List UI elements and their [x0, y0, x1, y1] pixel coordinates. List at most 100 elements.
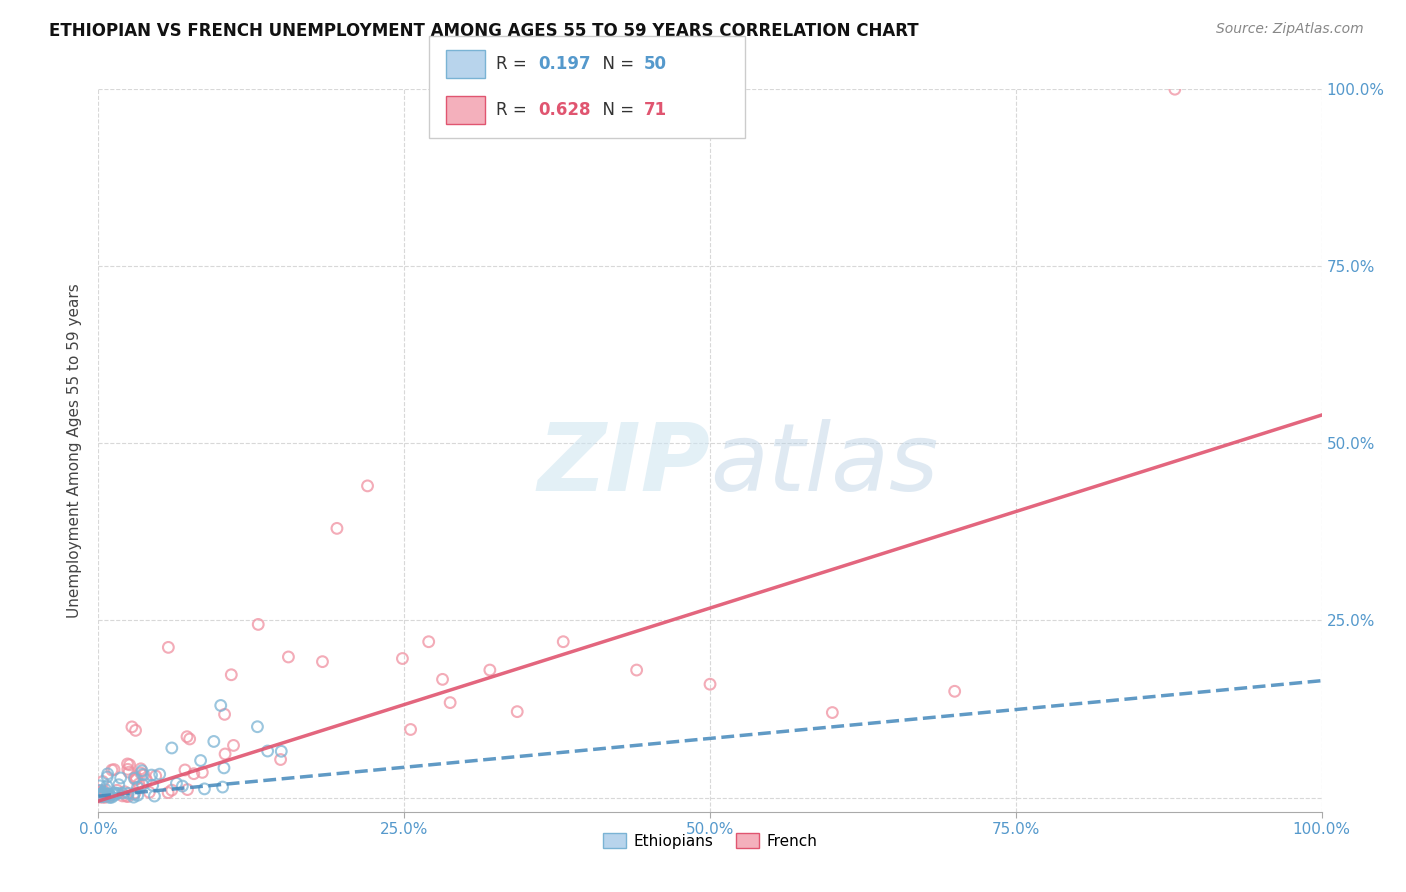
- Point: [478, 663, 501, 677]
- Point: [202, 734, 225, 748]
- Point: [125, 770, 148, 784]
- Point: [326, 521, 349, 535]
- Point: [117, 762, 139, 776]
- Point: [553, 634, 575, 648]
- Point: [157, 640, 180, 655]
- Point: [89, 783, 111, 797]
- Point: [222, 739, 245, 753]
- Point: [160, 783, 183, 797]
- Point: [356, 479, 378, 493]
- Point: [418, 634, 440, 648]
- Point: [127, 780, 149, 795]
- Point: [87, 789, 110, 804]
- Point: [626, 663, 648, 677]
- Point: [391, 651, 413, 665]
- Text: Source: ZipAtlas.com: Source: ZipAtlas.com: [1216, 22, 1364, 37]
- Point: [89, 788, 111, 802]
- Point: [89, 790, 111, 805]
- Point: [90, 787, 112, 801]
- Point: [121, 720, 143, 734]
- Point: [87, 787, 110, 801]
- Point: [432, 673, 454, 687]
- Point: [103, 763, 125, 777]
- Point: [821, 706, 844, 720]
- Point: [91, 774, 114, 789]
- Point: [94, 790, 117, 805]
- Point: [166, 776, 188, 790]
- Point: [93, 785, 115, 799]
- Point: [90, 786, 112, 800]
- Point: [160, 741, 183, 756]
- Point: [193, 781, 215, 796]
- Point: [214, 747, 236, 761]
- Point: [111, 789, 134, 803]
- Point: [131, 767, 153, 781]
- Text: 50: 50: [644, 55, 666, 73]
- Point: [124, 786, 146, 800]
- Point: [124, 771, 146, 785]
- Point: [98, 789, 121, 803]
- Point: [270, 752, 292, 766]
- Point: [91, 788, 114, 802]
- Point: [211, 780, 233, 794]
- Point: [506, 705, 529, 719]
- Point: [93, 784, 115, 798]
- Point: [115, 789, 138, 804]
- Point: [439, 696, 461, 710]
- Point: [101, 763, 124, 777]
- Point: [101, 790, 124, 805]
- Point: [143, 789, 166, 803]
- Point: [174, 763, 197, 777]
- Point: [179, 731, 201, 746]
- Point: [176, 782, 198, 797]
- Point: [107, 778, 129, 792]
- Point: [128, 777, 150, 791]
- Text: ETHIOPIAN VS FRENCH UNEMPLOYMENT AMONG AGES 55 TO 59 YEARS CORRELATION CHART: ETHIOPIAN VS FRENCH UNEMPLOYMENT AMONG A…: [49, 22, 920, 40]
- Text: 0.628: 0.628: [538, 101, 591, 119]
- Point: [90, 789, 112, 803]
- Point: [1164, 82, 1187, 96]
- Point: [104, 786, 127, 800]
- Point: [118, 757, 141, 772]
- Point: [117, 786, 139, 800]
- Point: [131, 778, 153, 792]
- Point: [131, 764, 153, 778]
- Point: [91, 790, 114, 805]
- Point: [191, 765, 214, 780]
- Point: [117, 756, 139, 771]
- Point: [93, 789, 115, 804]
- Point: [699, 677, 721, 691]
- Point: [98, 788, 121, 802]
- Point: [256, 744, 278, 758]
- Text: N =: N =: [592, 55, 640, 73]
- Point: [209, 698, 232, 713]
- Point: [127, 789, 149, 803]
- Point: [190, 754, 212, 768]
- Point: [221, 667, 243, 681]
- Point: [270, 744, 292, 758]
- Point: [96, 779, 118, 793]
- Point: [399, 723, 422, 737]
- Point: [89, 786, 111, 800]
- Text: R =: R =: [496, 55, 533, 73]
- Point: [97, 787, 120, 801]
- Text: N =: N =: [592, 101, 640, 119]
- Legend: Ethiopians, French: Ethiopians, French: [596, 827, 824, 855]
- Point: [117, 789, 139, 804]
- Point: [149, 767, 172, 781]
- Point: [96, 770, 118, 784]
- Point: [176, 730, 198, 744]
- Point: [94, 782, 117, 797]
- Point: [943, 684, 966, 698]
- Point: [214, 707, 236, 722]
- Point: [311, 655, 333, 669]
- Point: [277, 650, 299, 665]
- Point: [89, 789, 111, 804]
- Point: [89, 779, 111, 793]
- Point: [125, 772, 148, 786]
- Point: [91, 786, 114, 800]
- Point: [124, 772, 146, 787]
- Point: [212, 761, 235, 775]
- Point: [118, 765, 141, 780]
- Point: [105, 783, 128, 797]
